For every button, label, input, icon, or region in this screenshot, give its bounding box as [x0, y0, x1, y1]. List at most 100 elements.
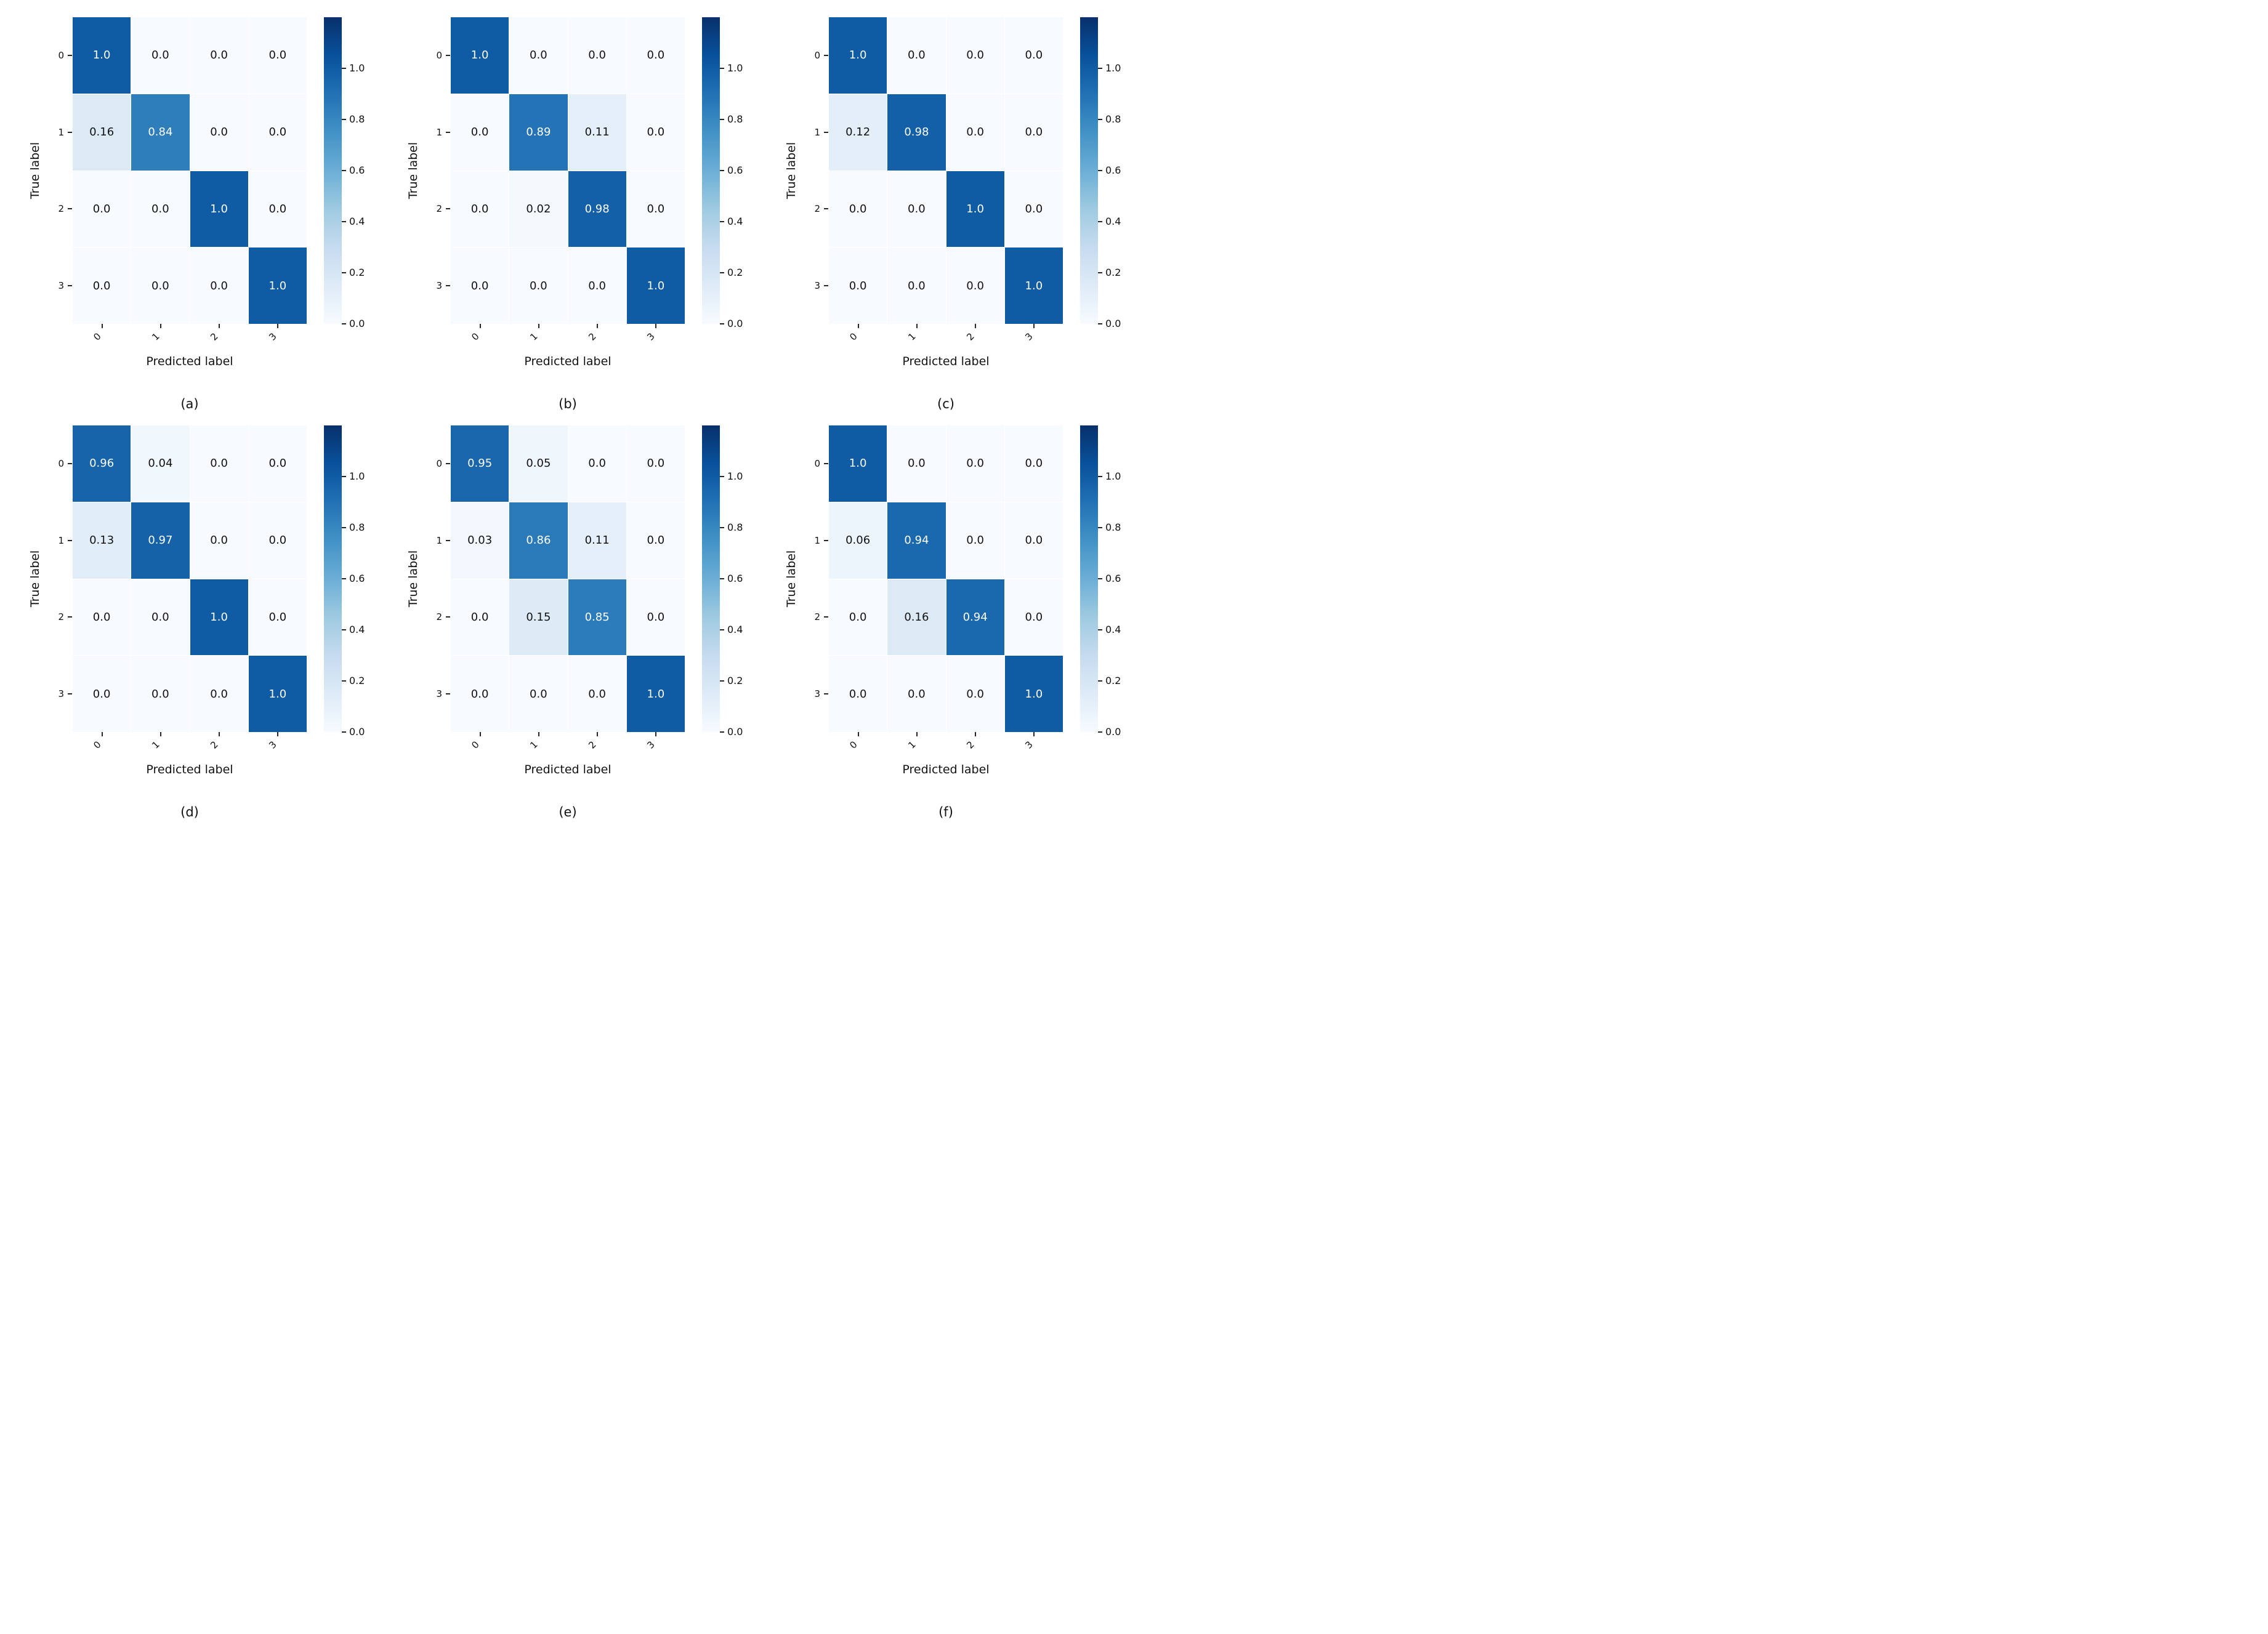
- colorbar-tick-mark: [342, 272, 346, 273]
- colorbar-tick-label: 0.8: [349, 113, 365, 125]
- y-tick-mark: [68, 131, 72, 133]
- heatmap-cell: 1.0: [451, 17, 509, 94]
- y-tick-label: 1: [58, 534, 64, 546]
- y-axis-title: True label: [785, 550, 798, 608]
- y-tick-label: 2: [58, 203, 64, 215]
- y-tick-label: 2: [814, 611, 820, 623]
- colorbar-tick-label: 0.2: [1105, 267, 1121, 278]
- heatmap-cell: 0.0: [626, 94, 685, 171]
- colorbar-tick-label: 0.4: [727, 624, 743, 635]
- heatmap-cell: 0.0: [190, 425, 248, 502]
- subplot-caption: (c): [937, 396, 954, 411]
- heatmap-cell: 0.96: [73, 425, 131, 502]
- heatmap-grid: 1.0 0.0 0.0 0.0 0.12 0.98 0.0 0.0 0.0 0.0 1.0 0.0 0.…: [829, 17, 1063, 324]
- heatmap-cell: 0.0: [131, 248, 190, 324]
- y-tick-label: 3: [436, 688, 442, 699]
- colorbar-tick-mark: [720, 476, 724, 477]
- x-tick-mark: [596, 732, 598, 736]
- colorbar-tick-label: 0.0: [349, 726, 365, 738]
- heatmap-cell: 0.98: [568, 171, 626, 248]
- x-tick-mark: [276, 324, 278, 328]
- colorbar-tick-label: 0.4: [349, 215, 365, 227]
- heatmap-cell: 0.0: [829, 656, 887, 732]
- colorbar-tick-label: 0.0: [1105, 726, 1121, 738]
- heatmap-cell: 0.15: [509, 579, 568, 656]
- colorbar-tick-label: 0.0: [1105, 318, 1121, 329]
- heatmap-cell: 0.0: [248, 171, 307, 248]
- heatmap-cell: 0.16: [887, 579, 946, 656]
- colorbar-tick-label: 0.6: [349, 164, 365, 176]
- x-tick-label: 1: [527, 331, 540, 343]
- y-tick-label: 2: [58, 611, 64, 623]
- heatmap-cell: 0.05: [509, 425, 568, 502]
- heatmap-cell: 0.0: [887, 656, 946, 732]
- x-tick-mark: [479, 324, 481, 328]
- heatmap-cell: 1.0: [1004, 248, 1063, 324]
- colorbar-tick-mark: [342, 680, 346, 682]
- x-tick-label: 0: [91, 331, 103, 343]
- y-tick-label: 0: [814, 458, 820, 470]
- heatmap-cell: 0.0: [946, 17, 1004, 94]
- x-tick-mark: [479, 732, 481, 736]
- colorbar-tick-label: 0.8: [727, 521, 743, 533]
- heatmap-cell: 0.0: [887, 425, 946, 502]
- heatmap-grid: 1.0 0.0 0.0 0.0 0.0 0.89 0.11 0.0 0.0 0.02 0.98 0.0…: [451, 17, 685, 324]
- heatmap-cell: 0.98: [887, 94, 946, 171]
- y-tick-label: 1: [436, 126, 442, 138]
- x-tick-label: 0: [847, 739, 860, 751]
- heatmap-cell: 0.0: [626, 502, 685, 579]
- x-tick-label: 1: [905, 331, 918, 343]
- heatmap-cell: 0.0: [829, 248, 887, 324]
- heatmap-cell: 0.0: [73, 248, 131, 324]
- heatmap-cell: 0.0: [626, 171, 685, 248]
- y-tick-mark: [68, 616, 72, 618]
- y-tick-mark: [446, 693, 450, 694]
- y-tick-label: 0: [58, 50, 64, 62]
- x-tick-label: 2: [964, 739, 977, 751]
- y-tick-label: 1: [814, 126, 820, 138]
- x-tick-label: 2: [208, 739, 220, 751]
- heatmap-cell: 0.0: [190, 94, 248, 171]
- x-tick-label: 0: [847, 331, 860, 343]
- colorbar-tick-label: 0.8: [727, 113, 743, 125]
- heatmap-cell: 0.0: [568, 248, 626, 324]
- colorbar-tick-mark: [720, 680, 724, 682]
- heatmap-cell: 0.11: [568, 94, 626, 171]
- y-tick-label: 2: [436, 203, 442, 215]
- heatmap-cell: 1.0: [626, 248, 685, 324]
- heatmap-cell: 1.0: [829, 425, 887, 502]
- heatmap-cell: 0.0: [190, 502, 248, 579]
- heatmap-cell: 0.0: [1004, 502, 1063, 579]
- heatmap-cell: 0.0: [190, 248, 248, 324]
- y-tick-label: 0: [436, 458, 442, 470]
- subplot-caption: (b): [559, 396, 577, 411]
- heatmap-cell: 0.0: [568, 425, 626, 502]
- colorbar-tick-label: 0.6: [1105, 573, 1121, 584]
- heatmap-cell: 0.86: [509, 502, 568, 579]
- heatmap-cell: 0.97: [131, 502, 190, 579]
- x-tick-label: 1: [149, 739, 162, 751]
- colorbar-tick-label: 0.6: [727, 573, 743, 584]
- heatmap-cell: 0.0: [131, 17, 190, 94]
- x-axis-title: Predicted label: [146, 355, 233, 368]
- colorbar-tick-label: 0.4: [1105, 215, 1121, 227]
- heatmap-cell: 0.11: [568, 502, 626, 579]
- colorbar-tick-mark: [1098, 629, 1102, 630]
- colorbar-tick-mark: [342, 476, 346, 477]
- y-tick-label: 0: [814, 50, 820, 62]
- y-axis-title: True label: [28, 550, 42, 608]
- y-tick-mark: [68, 463, 72, 465]
- colorbar-tick-label: 1.0: [1105, 62, 1121, 74]
- y-tick-label: 0: [58, 458, 64, 470]
- heatmap-cell: 0.0: [568, 656, 626, 732]
- x-tick-mark: [218, 324, 220, 328]
- colorbar-gradient: [702, 425, 720, 732]
- heatmap-cell: 0.0: [451, 248, 509, 324]
- y-tick-mark: [824, 539, 828, 541]
- heatmap-cell: 0.02: [509, 171, 568, 248]
- x-axis-title: Predicted label: [902, 355, 990, 368]
